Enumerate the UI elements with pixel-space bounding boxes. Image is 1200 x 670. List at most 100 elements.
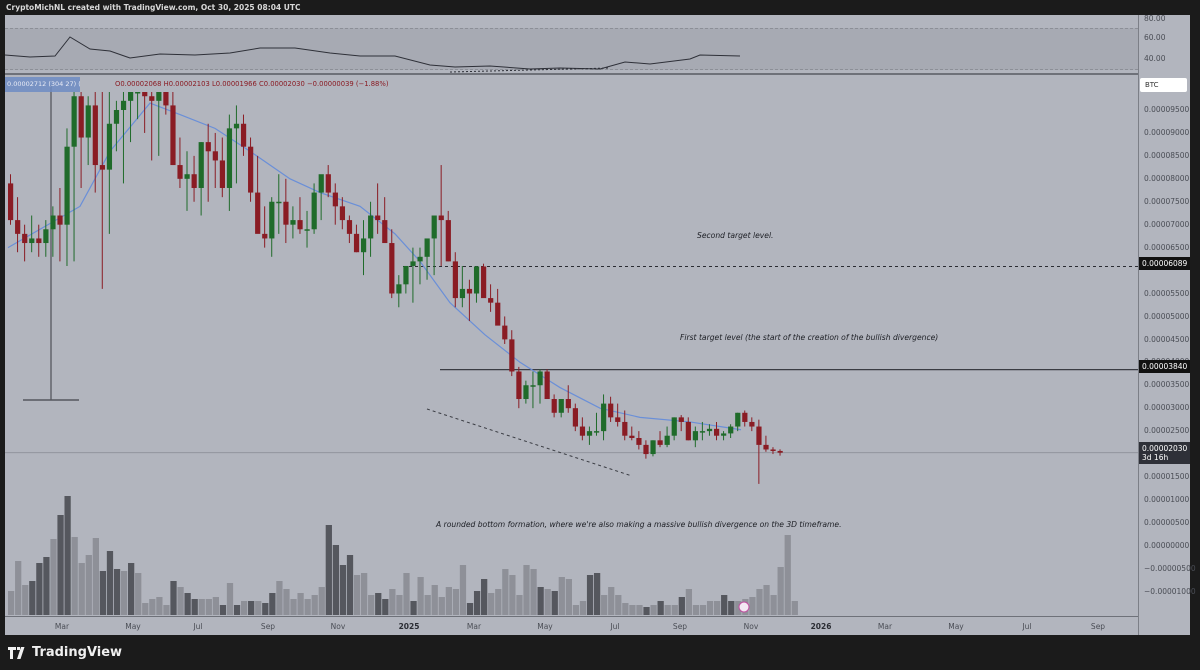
candle-body <box>770 449 776 451</box>
volume-bar <box>318 587 325 615</box>
time-tick: Sep <box>260 622 276 631</box>
time-tick: May <box>125 622 141 631</box>
chart-frame[interactable] <box>5 15 1138 635</box>
candle-body <box>565 399 571 409</box>
candle-body <box>509 339 515 372</box>
candle-body <box>473 266 480 294</box>
candle-body <box>431 215 437 239</box>
volume-bar <box>777 567 784 615</box>
volume-bar <box>452 589 460 615</box>
candle-body <box>728 426 734 434</box>
candle-body <box>297 220 303 230</box>
volume-bar <box>290 599 297 615</box>
volume-bar <box>64 496 71 615</box>
rsi-axis-label: 80.00 <box>1144 14 1166 23</box>
volume-bar <box>382 599 389 615</box>
volume-bar <box>664 605 671 615</box>
price-axis-label: 0.00004500 <box>1144 335 1190 344</box>
volume-bar <box>128 563 135 615</box>
time-tick: Mar <box>466 622 482 631</box>
annotation-first-target[interactable]: First target level (the start of the cre… <box>680 333 939 342</box>
candle-body <box>163 92 169 106</box>
time-tick: Jul <box>193 622 203 631</box>
volume-bar <box>572 605 580 615</box>
volume-bar <box>106 551 114 615</box>
candle-body <box>99 165 105 170</box>
volume-bar <box>438 597 445 615</box>
candle-body <box>205 142 211 152</box>
candle-body <box>763 444 769 450</box>
rsi-divergence-line <box>449 67 611 73</box>
candle-body <box>57 215 63 225</box>
volume-bar <box>481 579 488 615</box>
candle-body <box>481 266 487 299</box>
price-axis-label: 0.00007000 <box>1144 220 1190 229</box>
candle-body <box>438 215 444 221</box>
volume-bar <box>466 603 474 615</box>
volume-bar <box>403 573 410 615</box>
volume-bar <box>389 589 396 615</box>
volume-bar <box>396 595 403 615</box>
candle-body <box>692 431 699 441</box>
time-tick: Sep <box>1090 622 1106 631</box>
volume-bar <box>149 599 156 615</box>
candle-body <box>586 431 593 436</box>
volume-bar <box>368 595 375 615</box>
candle-body <box>304 229 310 231</box>
price-scale[interactable] <box>1138 15 1190 635</box>
rsi-pane[interactable] <box>5 15 1138 75</box>
candle-body <box>29 238 35 244</box>
price-axis-label: −0.00001000 <box>1144 587 1196 596</box>
candle-body <box>353 233 360 253</box>
volume-bar <box>530 569 537 615</box>
candle-body <box>128 92 134 101</box>
price-axis-label: 0.00002500 <box>1144 426 1190 435</box>
volume-bar <box>551 591 558 615</box>
level-price-tag: 0.00003840 <box>1139 360 1191 373</box>
candle-body <box>184 174 190 179</box>
volume-bar <box>749 597 756 615</box>
volume-bar <box>240 601 248 615</box>
volume-bar <box>431 585 438 615</box>
volume-bar <box>565 579 572 615</box>
annotation-second-target[interactable]: Second target level. <box>697 231 774 240</box>
candle-body <box>339 206 346 221</box>
tradingview-logo[interactable]: TradingView <box>8 645 122 660</box>
symbol-legend[interactable]: 0.00002712 (304 27) (7,7) <box>5 77 80 92</box>
price-axis-label: 0.00009000 <box>1144 128 1190 137</box>
volume-bar <box>424 595 431 615</box>
candle-body <box>601 403 607 432</box>
volume-bar <box>339 565 347 615</box>
time-axis[interactable] <box>5 616 1138 636</box>
candle-body <box>50 215 56 230</box>
volume-bar <box>650 605 657 615</box>
candle-body <box>403 265 409 285</box>
volume-bar <box>459 565 467 615</box>
candle-body <box>71 96 77 147</box>
candle-body <box>502 325 508 340</box>
currency-button[interactable]: BTC <box>1140 78 1187 92</box>
candle-body <box>92 105 98 166</box>
price-axis-label: 0.00008500 <box>1144 151 1190 160</box>
time-tick: Jul <box>1022 622 1032 631</box>
volume-bar <box>586 575 594 615</box>
volume-bar <box>756 589 763 615</box>
volume-bar <box>558 577 565 615</box>
annotation-rounded-bottom[interactable]: A rounded bottom formation, where we're … <box>436 520 842 529</box>
volume-bar <box>297 593 304 615</box>
price-axis-label: 0.00000000 <box>1144 541 1190 550</box>
volume-bar <box>410 601 417 615</box>
candle-body <box>233 123 240 129</box>
volume-bar <box>311 595 318 615</box>
candle-body <box>537 371 543 386</box>
candle-body <box>135 92 141 94</box>
candle-body <box>283 201 289 225</box>
volume-bar <box>255 601 262 615</box>
candle-body <box>622 421 628 436</box>
volume-bar <box>537 587 544 615</box>
rsi-line <box>4 36 741 70</box>
time-tick: Sep <box>672 622 688 631</box>
candle-body <box>678 417 684 422</box>
candle-body <box>664 435 670 445</box>
